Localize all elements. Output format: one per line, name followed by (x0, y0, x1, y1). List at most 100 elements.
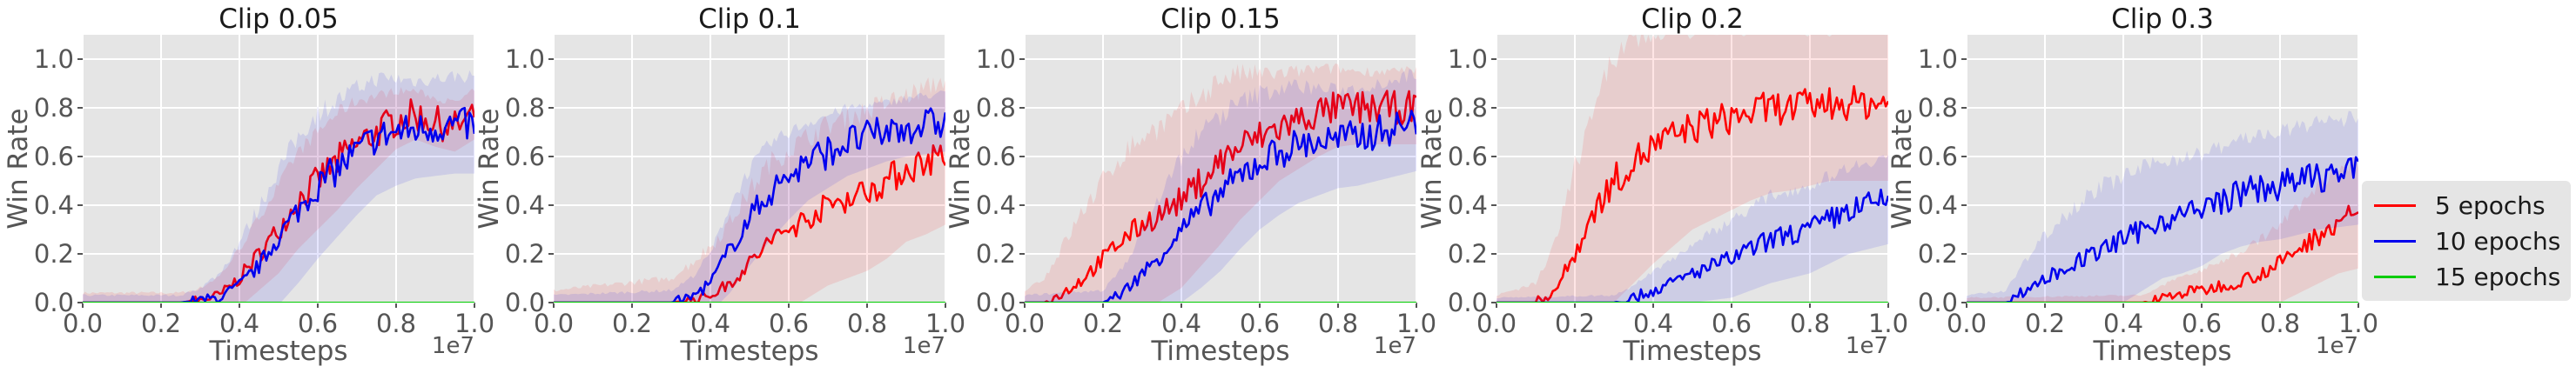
subplot-clip-0-2: 0.0 0.2 0.4 0.6 0.8 1.0 0.0 0.2 0.4 0.6 0.8 1.0 Clip… (1416, 3, 1908, 367)
y-tick-label: 0.0 (34, 288, 74, 317)
y-tick-label: 0.6 (34, 142, 74, 171)
subplot-clip-0-3: 0.0 0.2 0.4 0.6 0.8 1.0 0.0 0.2 0.4 0.6 0.8 1.0 Clip… (1887, 3, 2378, 367)
x-tick-label: 1.0 (2338, 309, 2378, 338)
x-axis-multiplier: 1e7 (2316, 333, 2358, 359)
x-tick-label: 1.0 (925, 309, 965, 338)
subplot-title: Clip 0.1 (698, 3, 801, 35)
plot-area (1497, 35, 1888, 303)
x-axis-label: Timesteps (208, 336, 347, 367)
series-10-epochs (83, 70, 474, 303)
subplot-title: Clip 0.15 (1160, 3, 1280, 35)
series-5-epochs (1967, 157, 2358, 303)
y-tick-label: 0.6 (505, 142, 545, 171)
y-tick-label: 0.4 (1448, 190, 1488, 220)
confidence-band-5-epochs (1967, 157, 2358, 303)
plot-area (1025, 35, 1416, 303)
x-axis-label: Timesteps (2092, 336, 2231, 367)
plot-area (1967, 35, 2358, 303)
x-axis-multiplier: 1e7 (903, 333, 945, 359)
x-tick-label: 0.0 (63, 309, 103, 338)
y-tick-label: 0.0 (505, 288, 545, 317)
y-tick-label: 1.0 (1918, 44, 1958, 74)
plot-area (83, 35, 474, 303)
y-tick-label: 0.4 (976, 190, 1016, 220)
line-10-epochs (1497, 188, 1888, 303)
x-tick-label: 0.2 (141, 309, 181, 338)
chart-legend: 5 epochs 10 epochs 15 epochs (2362, 181, 2571, 301)
subplot-title: Clip 0.05 (219, 3, 338, 35)
y-tick-label: 0.0 (1918, 288, 1958, 317)
x-tick-label: 0.6 (1712, 309, 1752, 338)
y-tick-label: 0.2 (505, 239, 545, 269)
y-tick-label: 0.4 (505, 190, 545, 220)
x-tick-label: 0.6 (2182, 309, 2222, 338)
y-tick-label: 0.8 (34, 93, 74, 123)
legend-item-15-epochs: 15 epochs (2374, 259, 2560, 294)
y-axis-label: Win Rate (1887, 108, 1918, 229)
x-tick-label: 0.8 (1318, 309, 1358, 338)
series-5-epochs (1025, 63, 1416, 303)
x-tick-label: 0.0 (534, 309, 574, 338)
series-10-epochs (1025, 69, 1416, 303)
legend-swatch-15-epochs (2374, 275, 2416, 278)
x-axis-multiplier: 1e7 (1374, 333, 1416, 359)
x-tick-label: 0.2 (1555, 309, 1595, 338)
line-5-epochs (83, 98, 474, 303)
y-tick-label: 1.0 (34, 44, 74, 74)
x-tick-label: 0.0 (1005, 309, 1045, 338)
series-10-epochs (1967, 110, 2358, 303)
x-tick-label: 0.0 (1476, 309, 1517, 338)
line-5-epochs (1025, 90, 1416, 303)
x-tick-label: 1.0 (1868, 309, 1908, 338)
legend-swatch-5-epochs (2374, 203, 2416, 207)
y-tick-label: 0.4 (34, 190, 74, 220)
y-tick-label: 0.6 (1448, 142, 1488, 171)
confidence-band-10-epochs (83, 70, 474, 303)
x-tick-label: 0.8 (2260, 309, 2300, 338)
y-axis-label: Win Rate (1416, 108, 1448, 229)
legend-item-5-epochs: 5 epochs (2374, 188, 2546, 223)
x-axis-multiplier: 1e7 (432, 333, 474, 359)
series-10-epochs (1497, 155, 1888, 303)
y-axis-label: Win Rate (474, 108, 505, 229)
y-tick-label: 0.2 (976, 239, 1016, 269)
confidence-band-5-epochs (554, 77, 945, 303)
y-axis-label: Win Rate (3, 108, 34, 229)
y-tick-label: 0.8 (505, 93, 545, 123)
confidence-band-5-epochs (83, 87, 474, 303)
y-tick-label: 0.0 (1448, 288, 1488, 317)
y-tick-label: 1.0 (505, 44, 545, 74)
y-tick-label: 0.8 (1448, 93, 1488, 123)
subplot-clip-0-05: 0.0 0.2 0.4 0.6 0.8 1.0 0.0 0.2 0.4 0.6 0.8 1.0 Clip… (3, 3, 494, 367)
x-axis-label: Timesteps (679, 336, 818, 367)
x-axis-label: Timesteps (1150, 336, 1289, 367)
y-tick-label: 0.0 (976, 288, 1016, 317)
y-tick-label: 0.2 (1918, 239, 1958, 269)
y-tick-label: 0.2 (1448, 239, 1488, 269)
line-5-epochs (554, 144, 945, 303)
legend-label-15-epochs: 15 epochs (2435, 262, 2561, 291)
x-tick-label: 0.2 (2025, 309, 2065, 338)
subplot-clip-0-1: 0.0 0.2 0.4 0.6 0.8 1.0 0.0 0.2 0.4 0.6 0.8 1.0 Clip… (474, 3, 965, 367)
line-5-epochs (1967, 204, 2358, 303)
x-tick-label: 0.6 (298, 309, 338, 338)
x-tick-label: 0.8 (376, 309, 416, 338)
x-tick-label: 0.4 (219, 309, 259, 338)
legend-label-10-epochs: 10 epochs (2435, 226, 2561, 256)
line-10-epochs (1967, 156, 2358, 303)
confidence-band-10-epochs (1025, 69, 1416, 303)
subplot-title: Clip 0.2 (1641, 3, 1744, 35)
series-5-epochs (554, 77, 945, 303)
y-tick-label: 0.8 (976, 93, 1016, 123)
x-tick-label: 0.2 (1083, 309, 1123, 338)
confidence-band-10-epochs (1497, 155, 1888, 303)
series-5-epochs (1497, 35, 1888, 303)
x-tick-label: 1.0 (1396, 309, 1436, 338)
x-tick-label: 0.4 (1633, 309, 1673, 338)
y-tick-label: 1.0 (976, 44, 1016, 74)
x-tick-label: 0.4 (690, 309, 730, 338)
y-tick-label: 0.6 (1918, 142, 1958, 171)
series-5-epochs (83, 87, 474, 303)
subplot-clip-0-15: 0.0 0.2 0.4 0.6 0.8 1.0 0.0 0.2 0.4 0.6 0.8 1.0 Clip… (945, 3, 1436, 367)
